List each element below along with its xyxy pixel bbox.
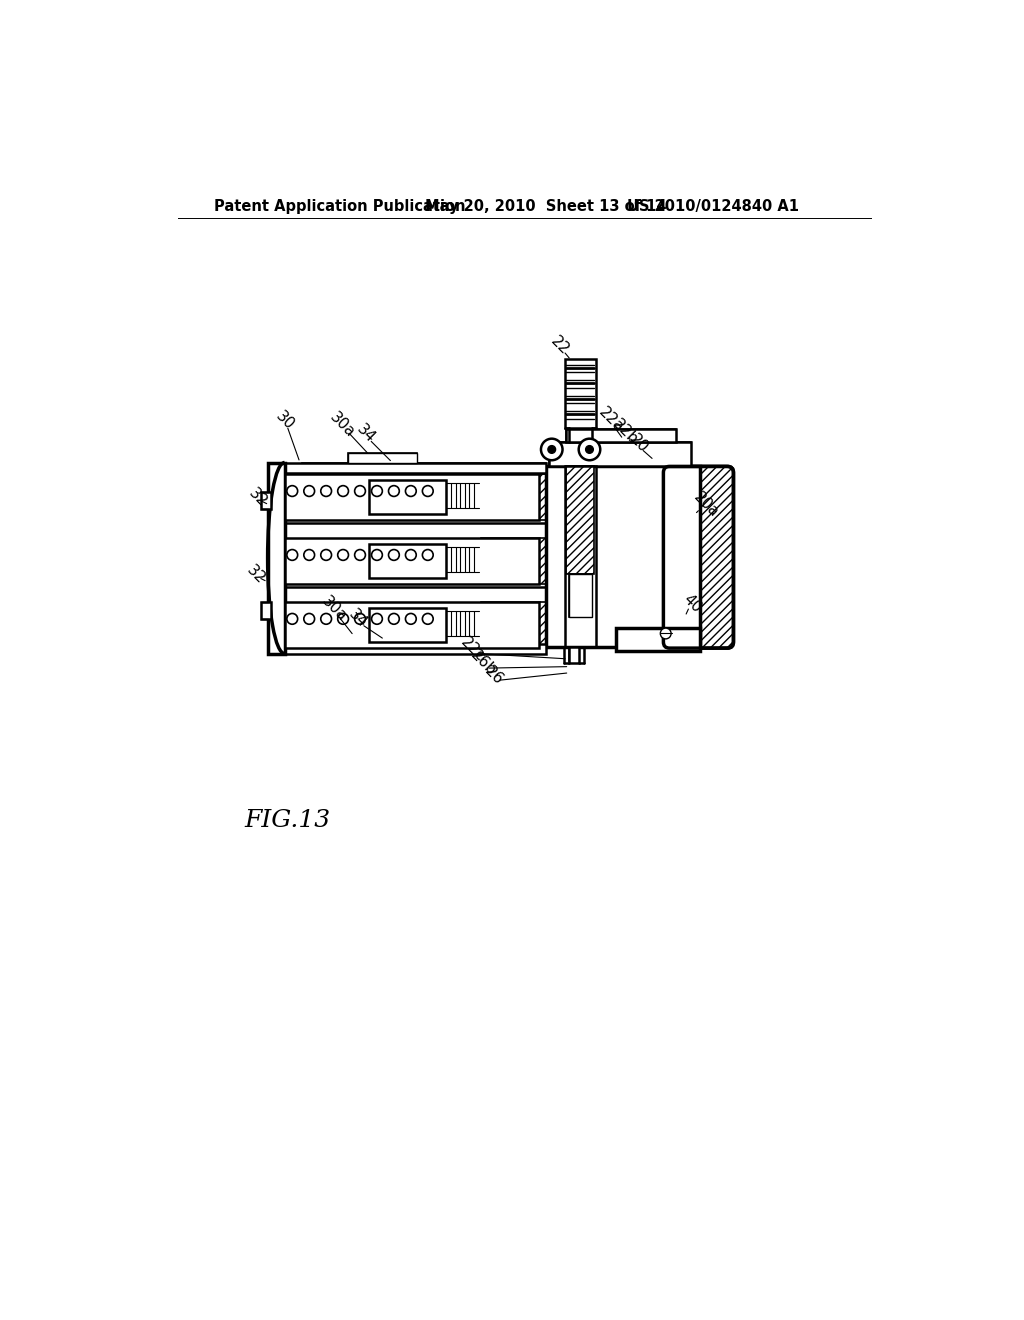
- Circle shape: [660, 628, 671, 639]
- Bar: [285, 602, 539, 648]
- Bar: [267, 462, 285, 655]
- Bar: [285, 474, 539, 520]
- Circle shape: [422, 614, 433, 624]
- Circle shape: [304, 549, 314, 561]
- Bar: [565, 429, 676, 442]
- Bar: [568, 574, 592, 616]
- Circle shape: [548, 446, 556, 453]
- Bar: [285, 539, 539, 585]
- Bar: [569, 649, 579, 661]
- Text: 30a: 30a: [318, 594, 349, 624]
- Bar: [615, 628, 700, 651]
- Text: 20a: 20a: [691, 490, 722, 520]
- Bar: [565, 429, 676, 442]
- Bar: [549, 442, 691, 466]
- Bar: [285, 644, 547, 655]
- Text: FIG.13: FIG.13: [245, 809, 331, 832]
- Text: 30: 30: [272, 408, 297, 433]
- Text: 30a: 30a: [327, 409, 357, 441]
- Text: US 2010/0124840 A1: US 2010/0124840 A1: [628, 198, 799, 214]
- Bar: [565, 466, 596, 647]
- Text: May 20, 2010  Sheet 13 of 14: May 20, 2010 Sheet 13 of 14: [425, 198, 667, 214]
- Circle shape: [406, 549, 416, 561]
- Circle shape: [304, 486, 314, 496]
- Circle shape: [388, 549, 399, 561]
- Text: 32: 32: [244, 562, 268, 586]
- Circle shape: [321, 549, 332, 561]
- Circle shape: [422, 549, 433, 561]
- Text: 22c: 22c: [458, 635, 488, 665]
- Text: 26b: 26b: [468, 648, 499, 678]
- Bar: [301, 462, 547, 474]
- Bar: [566, 466, 594, 574]
- Bar: [547, 466, 700, 647]
- Circle shape: [372, 486, 382, 496]
- Circle shape: [287, 614, 298, 624]
- Circle shape: [287, 549, 298, 561]
- Bar: [568, 574, 592, 616]
- Circle shape: [338, 614, 348, 624]
- Circle shape: [321, 486, 332, 496]
- Bar: [261, 492, 270, 508]
- Text: 34: 34: [345, 607, 370, 631]
- Text: Patent Application Publication: Patent Application Publication: [214, 198, 465, 214]
- Circle shape: [406, 614, 416, 624]
- Bar: [348, 453, 417, 463]
- Circle shape: [338, 549, 348, 561]
- Bar: [370, 609, 446, 642]
- Circle shape: [372, 614, 382, 624]
- Bar: [301, 644, 547, 655]
- Circle shape: [354, 614, 366, 624]
- Bar: [670, 473, 727, 642]
- Circle shape: [338, 486, 348, 496]
- Circle shape: [388, 614, 399, 624]
- Bar: [285, 462, 547, 474]
- Bar: [549, 442, 691, 466]
- Circle shape: [579, 438, 600, 461]
- Text: 22: 22: [548, 334, 572, 358]
- Bar: [348, 453, 417, 463]
- Bar: [481, 602, 547, 648]
- Circle shape: [586, 446, 593, 453]
- Circle shape: [541, 438, 562, 461]
- Text: 20: 20: [627, 432, 651, 455]
- Circle shape: [287, 486, 298, 496]
- Text: 32: 32: [246, 484, 269, 510]
- Circle shape: [304, 614, 314, 624]
- Circle shape: [372, 549, 382, 561]
- FancyBboxPatch shape: [664, 466, 733, 648]
- Circle shape: [388, 486, 399, 496]
- Circle shape: [321, 614, 332, 624]
- Bar: [261, 602, 270, 619]
- Bar: [481, 474, 547, 520]
- Text: 22b: 22b: [610, 416, 641, 447]
- Text: 34: 34: [353, 422, 378, 446]
- Bar: [370, 544, 446, 578]
- Circle shape: [422, 486, 433, 496]
- Text: 22a: 22a: [596, 405, 627, 436]
- Bar: [565, 359, 596, 428]
- Bar: [370, 480, 446, 515]
- Bar: [568, 647, 580, 663]
- Bar: [547, 466, 700, 647]
- Bar: [267, 462, 285, 655]
- Circle shape: [354, 549, 366, 561]
- Circle shape: [406, 486, 416, 496]
- Text: 40: 40: [681, 591, 705, 615]
- Bar: [481, 539, 547, 585]
- Text: 26: 26: [482, 664, 506, 688]
- Bar: [615, 628, 700, 651]
- Circle shape: [354, 486, 366, 496]
